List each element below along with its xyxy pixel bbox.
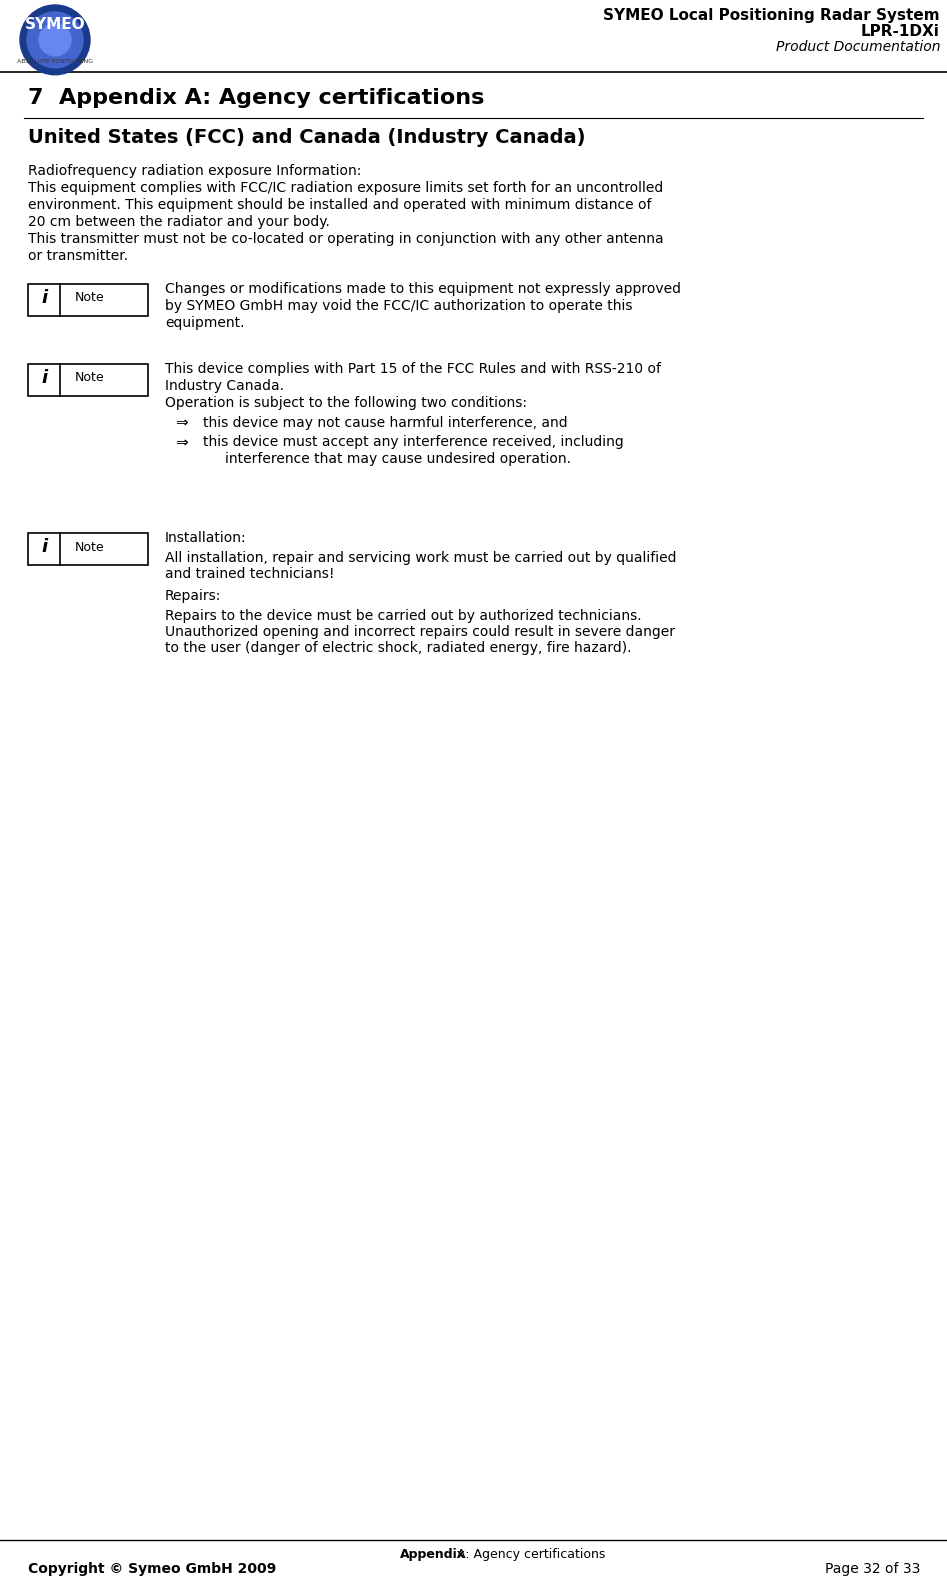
Text: i: i — [41, 289, 47, 308]
Text: Note: Note — [75, 371, 104, 383]
Text: 7  Appendix A: Agency certifications: 7 Appendix A: Agency certifications — [28, 88, 484, 107]
Text: Installation:: Installation: — [165, 532, 246, 544]
Text: Note: Note — [75, 292, 104, 305]
Text: This equipment complies with FCC/IC radiation exposure limits set forth for an u: This equipment complies with FCC/IC radi… — [28, 181, 663, 196]
FancyBboxPatch shape — [28, 284, 148, 316]
Text: equipment.: equipment. — [165, 316, 244, 330]
Text: interference that may cause undesired operation.: interference that may cause undesired op… — [225, 453, 571, 467]
Text: Repairs:: Repairs: — [165, 589, 222, 603]
Text: United States (FCC) and Canada (Industry Canada): United States (FCC) and Canada (Industry… — [28, 128, 585, 147]
Text: Industry Canada.: Industry Canada. — [165, 379, 284, 393]
Text: All installation, repair and servicing work must be carried out by qualified
and: All installation, repair and servicing w… — [165, 551, 676, 581]
Circle shape — [27, 13, 83, 68]
Text: 20 cm between the radiator and your body.: 20 cm between the radiator and your body… — [28, 215, 330, 229]
Text: This device complies with Part 15 of the FCC Rules and with RSS-210 of: This device complies with Part 15 of the… — [165, 361, 661, 376]
FancyBboxPatch shape — [28, 363, 148, 396]
Text: Note: Note — [75, 541, 104, 554]
Text: Changes or modifications made to this equipment not expressly approved: Changes or modifications made to this eq… — [165, 282, 681, 297]
Text: Repairs to the device must be carried out by authorized technicians.
Unauthorize: Repairs to the device must be carried ou… — [165, 609, 675, 655]
Text: ABSOLUTE POSITIONING: ABSOLUTE POSITIONING — [17, 60, 93, 65]
Text: or transmitter.: or transmitter. — [28, 249, 128, 264]
Text: by SYMEO GmbH may void the FCC/IC authorization to operate this: by SYMEO GmbH may void the FCC/IC author… — [165, 298, 633, 312]
Text: Product Documentation: Product Documentation — [776, 39, 940, 54]
Text: i: i — [41, 369, 47, 387]
Text: this device must accept any interference received, including: this device must accept any interference… — [203, 436, 624, 450]
Text: this device may not cause harmful interference, and: this device may not cause harmful interf… — [203, 415, 567, 429]
Text: Operation is subject to the following two conditions:: Operation is subject to the following tw… — [165, 396, 527, 410]
Text: ⇒: ⇒ — [175, 415, 188, 431]
Circle shape — [20, 5, 90, 74]
Text: environment. This equipment should be installed and operated with minimum distan: environment. This equipment should be in… — [28, 199, 652, 213]
Text: Radiofrequency radiation exposure Information:: Radiofrequency radiation exposure Inform… — [28, 164, 362, 178]
Text: ⇒: ⇒ — [175, 436, 188, 450]
Text: This transmitter must not be co-located or operating in conjunction with any oth: This transmitter must not be co-located … — [28, 232, 664, 246]
Text: Copyright © Symeo GmbH 2009: Copyright © Symeo GmbH 2009 — [28, 1562, 277, 1575]
Text: Appendix: Appendix — [400, 1548, 466, 1561]
Text: A: Agency certifications: A: Agency certifications — [453, 1548, 605, 1561]
Text: Page 32 of 33: Page 32 of 33 — [825, 1562, 920, 1575]
Text: SYMEO: SYMEO — [25, 17, 85, 33]
Circle shape — [39, 24, 71, 55]
FancyBboxPatch shape — [28, 533, 148, 565]
Text: SYMEO Local Positioning Radar System: SYMEO Local Positioning Radar System — [603, 8, 940, 24]
Text: LPR-1DXi: LPR-1DXi — [861, 24, 940, 39]
Text: i: i — [41, 538, 47, 555]
